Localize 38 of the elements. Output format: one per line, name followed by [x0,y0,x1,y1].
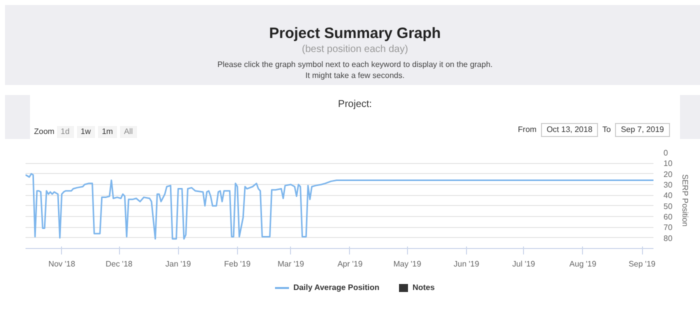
text: Project: [337,99,373,111]
text: Please click the graph symbol next to each keyword to display it on the graph. [216,60,494,70]
y-axis-title: SERP Position [680,174,690,227]
y-tick-label: 70 [664,223,673,232]
x-tick-label: Dec '18 [106,260,134,268]
x-tick-label: May '19 [393,260,422,268]
text: Oct 13, 2018 [540,123,598,137]
legend-label: Notes [412,283,435,292]
x-tick-label: Aug '19 [569,260,597,268]
y-tick-label: 80 [664,234,673,243]
text: Sep 7, 2019 [614,123,670,137]
text: All [120,126,137,138]
text: It might take a few seconds. [304,71,406,81]
text: 1m [98,126,117,138]
x-tick-label: Mar '19 [278,260,305,268]
x-tick-label: Feb '19 [224,260,252,268]
x-tick-label: Sep '19 [628,260,656,268]
y-tick-label: 10 [664,159,673,168]
y-tick-label: 50 [664,202,673,211]
text: 1d [56,126,74,138]
y-tick-label: 20 [664,170,673,179]
text: To [602,125,611,134]
y-tick-label: 40 [664,191,673,200]
x-tick-label: Apr '19 [337,260,364,268]
y-tick-label: 60 [664,212,673,222]
text: 1w [76,126,95,138]
chart-title: Project Summary Graph [268,24,442,42]
legend-label: Daily Average Position [293,283,380,292]
x-tick-label: Jul '19 [512,260,536,268]
line-series [26,173,654,240]
x-tick-label: Nov '18 [48,260,76,268]
text: Zoom [34,127,54,136]
text: From [518,125,537,134]
chart-subtitle: (best position each day) [300,44,410,56]
y-tick-label: 0 [664,148,668,158]
x-tick-label: Jan '19 [165,260,192,268]
y-tick-label: 30 [664,180,673,190]
x-tick-label: Jun '19 [454,260,480,268]
